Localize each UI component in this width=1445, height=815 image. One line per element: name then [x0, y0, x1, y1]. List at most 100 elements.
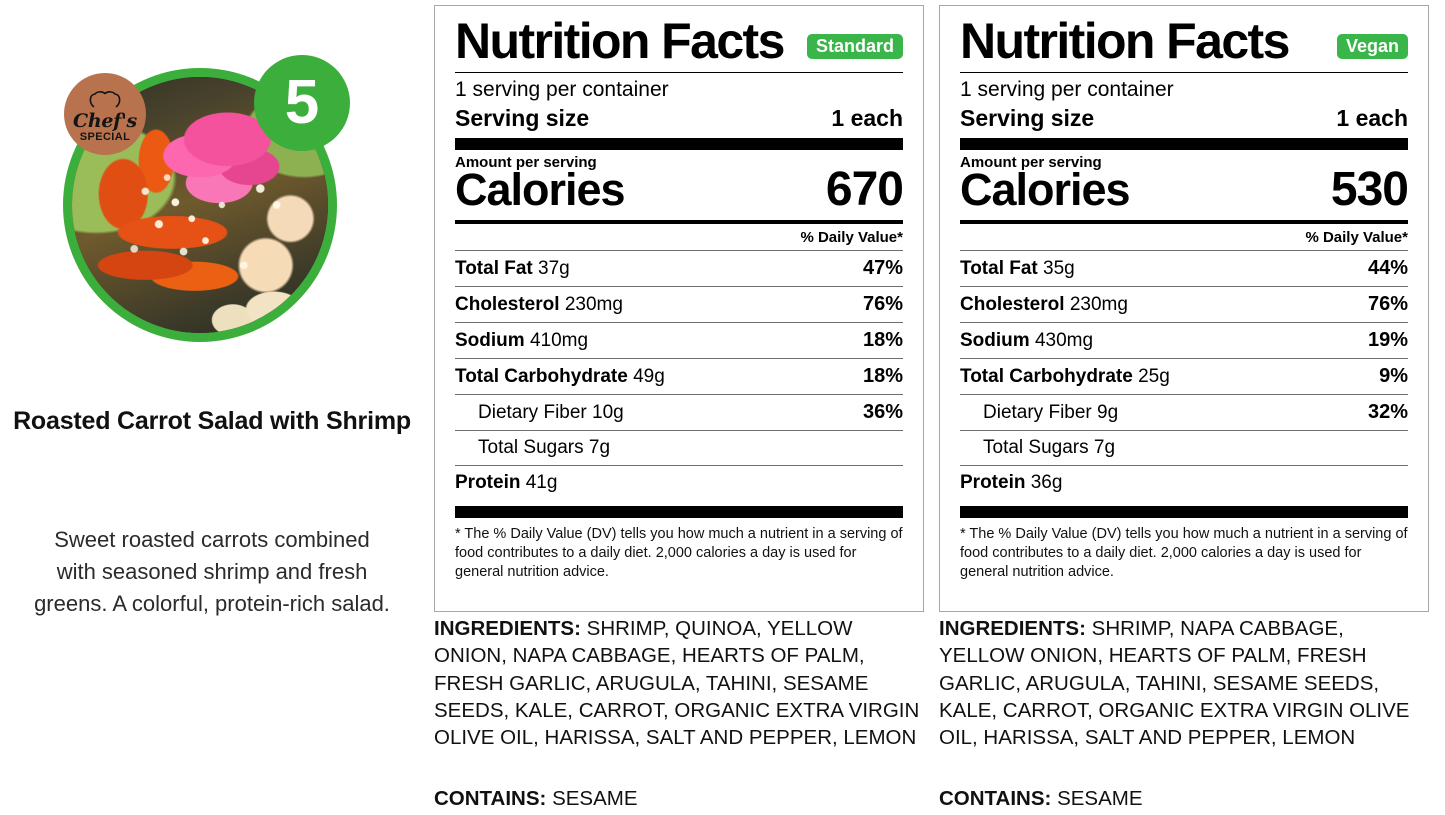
calories-row: Calories 670 [455, 163, 904, 217]
ingredients-block: INGREDIENTS: SHRIMP, QUINOA, YELLOW ONIO… [434, 615, 926, 751]
serving-size-value: 1 each [831, 105, 903, 132]
chefs-special-badge: Chef's SPECIAL [64, 73, 146, 155]
rank-number: 5 [284, 68, 320, 137]
nutrition-facts-header: Nutrition Facts Vegan [960, 6, 1408, 66]
nutrient-row: Cholesterol 230mg 76% [960, 285, 1408, 322]
product-panel: Chef's SPECIAL 5 Roasted Carrot Salad wi… [0, 0, 424, 815]
nutrient-row: Protein 41g [455, 464, 903, 500]
nutrient-dv: 18% [862, 364, 903, 387]
ingredients-text: SHRIMP, NAPA CABBAGE, YELLOW ONION, HEAR… [939, 617, 1410, 749]
nutrient-name: Sodium 410mg [455, 329, 589, 351]
chefs-special-script: Chef's [73, 110, 137, 132]
nutrient-row: Cholesterol 230mg 76% [455, 285, 903, 322]
daily-value-header: % Daily Value* [1305, 228, 1408, 246]
nutrient-name: Cholesterol 230mg [960, 293, 1128, 315]
nutrient-dv: 18% [862, 328, 903, 351]
serving-size-value: 1 each [1336, 105, 1408, 132]
diet-type-badge: Vegan [1336, 34, 1408, 59]
nutrition-facts-title: Nutrition Facts [960, 13, 1290, 69]
nutrient-row: Total Fat 35g 44% [960, 249, 1408, 286]
nutrient-row: Sodium 430mg 19% [960, 321, 1408, 358]
amount-per-serving-label: Amount per serving [960, 154, 1102, 172]
product-image-block: Chef's SPECIAL 5 [50, 55, 350, 355]
nutrient-dv: 47% [862, 256, 903, 279]
ingredients-block: INGREDIENTS: SHRIMP, NAPA CABBAGE, YELLO… [939, 615, 1431, 751]
calories-label: Calories [960, 164, 1131, 216]
nutrient-row: Total Carbohydrate 25g 9% [960, 357, 1408, 394]
ingredients-text: SHRIMP, QUINOA, YELLOW ONION, NAPA CABBA… [434, 617, 920, 749]
nutrition-panel-vegan: Nutrition Facts Vegan 1 serving per cont… [935, 0, 1435, 815]
calories-row: Calories 530 [960, 163, 1409, 217]
contains-text: SESAME [552, 787, 638, 810]
serving-divider [960, 138, 1408, 151]
product-description: Sweet roasted carrots combined with seas… [34, 527, 390, 616]
amount-per-serving-label: Amount per serving [455, 154, 597, 172]
nutrient-row: Protein 36g [960, 464, 1408, 500]
nutrient-name: Protein 41g [455, 471, 558, 493]
nutrient-name: Total Sugars 7g [478, 436, 611, 458]
diet-type-badge: Standard [806, 34, 903, 59]
daily-value-footnote: * The % Daily Value (DV) tells you how m… [960, 525, 1408, 581]
nutrient-dv: 76% [862, 292, 903, 315]
calories-value: 530 [1330, 163, 1409, 217]
serving-size-row: Serving size 1 each [960, 103, 1408, 132]
nutrient-name: Cholesterol 230mg [455, 293, 623, 315]
nutrition-panel-standard: Nutrition Facts Standard 1 serving per c… [430, 0, 930, 815]
daily-value-header: % Daily Value* [800, 228, 903, 246]
contains-label: CONTAINS: [434, 787, 547, 810]
calories-label: Calories [455, 164, 626, 216]
contains-text: SESAME [1057, 787, 1143, 810]
footnote-divider [455, 505, 903, 518]
nutrient-dv: 32% [1367, 400, 1408, 423]
title-divider [960, 72, 1408, 73]
serving-divider [455, 138, 903, 151]
serving-size-row: Serving size 1 each [455, 103, 903, 132]
nutrient-row: Dietary Fiber 10g 36% [455, 393, 903, 430]
nutrient-row: Total Sugars 7g [960, 429, 1408, 465]
rank-badge: 5 [254, 55, 350, 151]
nutrient-name: Total Carbohydrate 49g [455, 365, 665, 387]
nutrient-row: Total Carbohydrate 49g 18% [455, 357, 903, 394]
nutrient-name: Dietary Fiber 9g [983, 401, 1119, 423]
serving-size-label: Serving size [960, 105, 1095, 132]
contains-block: CONTAINS: SESAME [434, 786, 638, 813]
calories-divider [455, 219, 903, 224]
servings-per-container: 1 serving per container [960, 78, 1174, 101]
chef-hat-icon [88, 91, 122, 113]
servings-per-container: 1 serving per container [455, 78, 669, 101]
nutrient-name: Total Sugars 7g [983, 436, 1116, 458]
product-title: Roasted Carrot Salad with Shrimp [13, 407, 411, 435]
nutrient-name: Protein 36g [960, 471, 1063, 493]
nutrition-facts-box: Nutrition Facts Vegan 1 serving per cont… [939, 5, 1429, 612]
nutrient-row: Dietary Fiber 9g 32% [960, 393, 1408, 430]
nutrient-dv: 44% [1367, 256, 1408, 279]
footnote-divider [960, 505, 1408, 518]
nutrient-dv: 36% [862, 400, 903, 423]
nutrient-row: Total Sugars 7g [455, 429, 903, 465]
nutrient-name: Total Fat 35g [960, 257, 1075, 279]
chefs-special-subtext: SPECIAL [79, 131, 131, 143]
daily-value-footnote: * The % Daily Value (DV) tells you how m… [455, 525, 903, 581]
ingredients-label: INGREDIENTS: [939, 617, 1086, 640]
nutrition-facts-title: Nutrition Facts [455, 13, 785, 69]
contains-block: CONTAINS: SESAME [939, 786, 1143, 813]
nutrient-name: Total Carbohydrate 25g [960, 365, 1170, 387]
nutrition-facts-header: Nutrition Facts Standard [455, 6, 903, 66]
nutrient-dv: 19% [1367, 328, 1408, 351]
contains-label: CONTAINS: [939, 787, 1052, 810]
nutrient-name: Dietary Fiber 10g [478, 401, 624, 423]
serving-size-label: Serving size [455, 105, 590, 132]
nutrient-list-standard: Total Fat 37g 47% Cholesterol 230mg 76% … [455, 249, 903, 500]
title-divider [455, 72, 903, 73]
ingredients-label: INGREDIENTS: [434, 617, 581, 640]
nutrient-row: Sodium 410mg 18% [455, 321, 903, 358]
calories-value: 670 [825, 163, 904, 217]
nutrient-name: Sodium 430mg [960, 329, 1094, 351]
nutrient-dv: 9% [1379, 364, 1408, 387]
nutrition-facts-box: Nutrition Facts Standard 1 serving per c… [434, 5, 924, 612]
nutrient-dv: 76% [1367, 292, 1408, 315]
nutrient-row: Total Fat 37g 47% [455, 249, 903, 286]
nutrient-list-vegan: Total Fat 35g 44% Cholesterol 230mg 76% … [960, 249, 1408, 500]
calories-divider [960, 219, 1408, 224]
